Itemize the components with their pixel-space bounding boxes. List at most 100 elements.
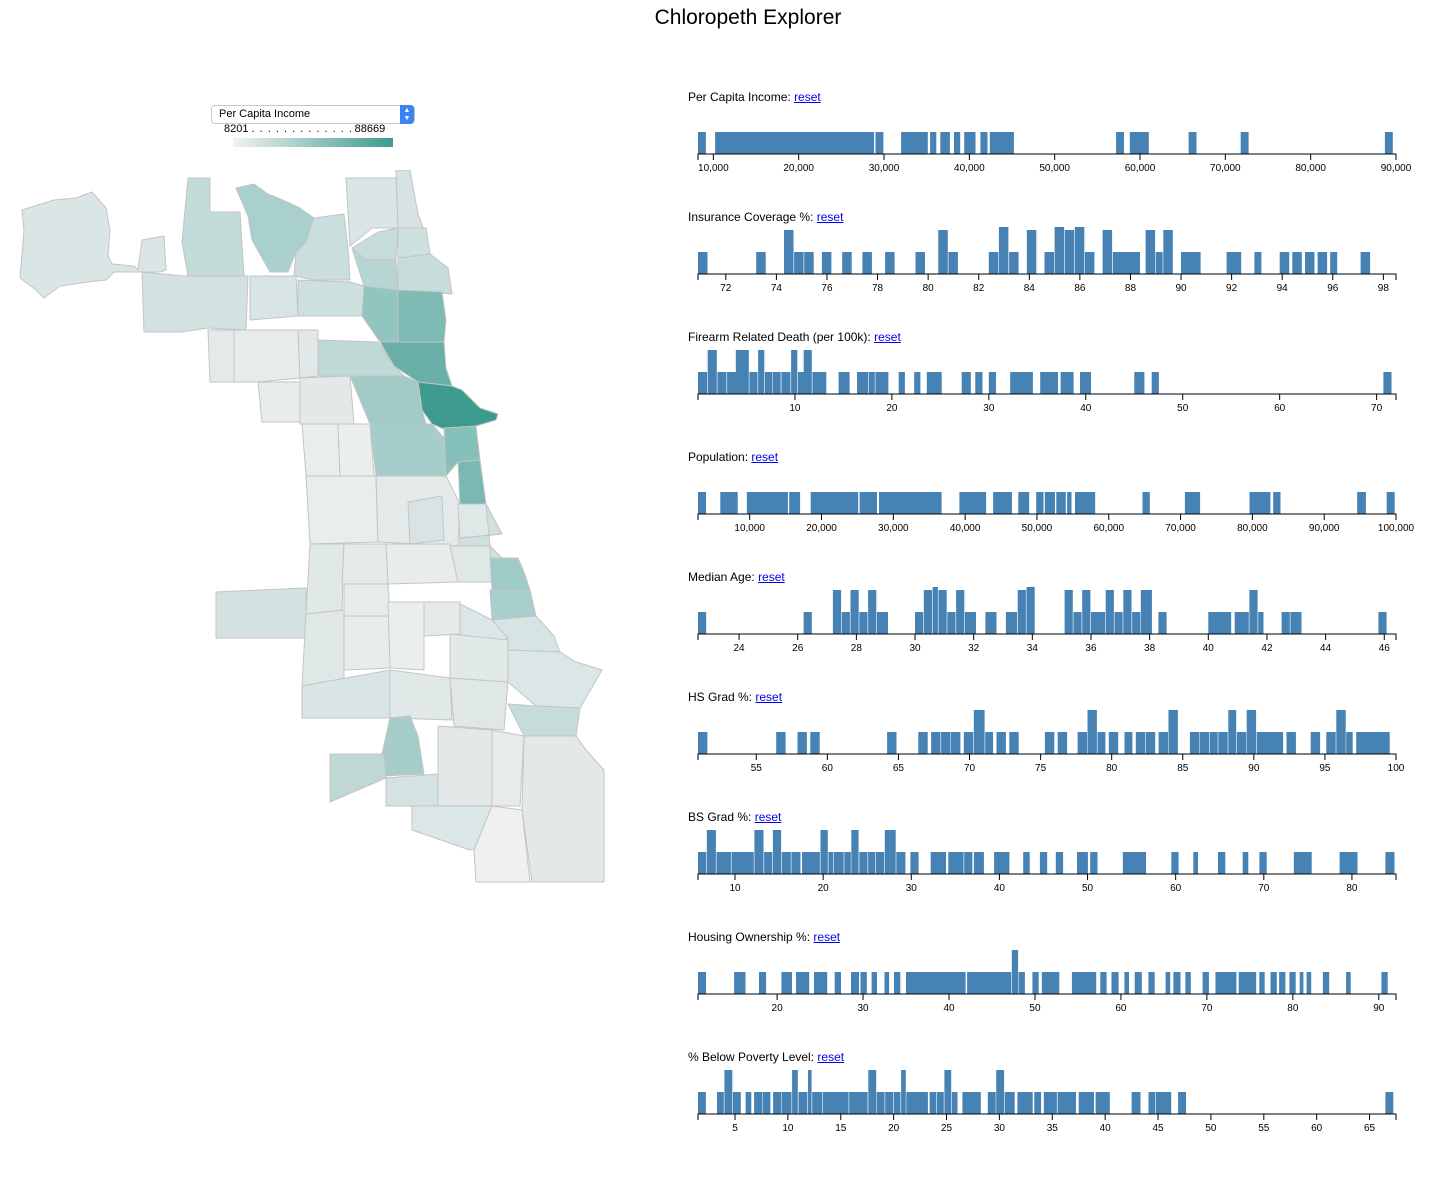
histogram-bar[interactable]	[985, 732, 994, 754]
histogram-bar[interactable]	[1075, 492, 1096, 514]
histogram-bar[interactable]	[1189, 732, 1200, 754]
histogram-bar[interactable]	[1124, 972, 1129, 994]
histogram-bar[interactable]	[1306, 972, 1312, 994]
histogram-bar[interactable]	[1095, 1092, 1110, 1114]
histogram-bar[interactable]	[1004, 1092, 1015, 1114]
map-area[interactable]	[491, 729, 525, 807]
histogram-svg[interactable]: 10,000 20,000 30,000 40,000 50,000 60,000 70,0…	[686, 464, 1415, 544]
histogram-bar[interactable]	[1259, 852, 1267, 874]
histogram-bar[interactable]	[1067, 492, 1072, 514]
histogram-bar[interactable]	[973, 710, 985, 754]
map-area[interactable]	[449, 545, 493, 583]
histogram-bar[interactable]	[735, 350, 749, 394]
map-area[interactable]	[407, 495, 445, 545]
histogram-bar[interactable]	[698, 1092, 706, 1114]
histogram-bar[interactable]	[820, 830, 828, 874]
histogram-bar[interactable]	[898, 372, 905, 394]
histogram-bar[interactable]	[1129, 132, 1149, 154]
histogram-bar[interactable]	[776, 732, 786, 754]
map-area[interactable]	[397, 289, 447, 343]
histogram-bar[interactable]	[988, 372, 996, 394]
reset-link[interactable]: reset	[817, 1050, 845, 1064]
map-area[interactable]	[361, 285, 399, 343]
histogram-bar[interactable]	[998, 227, 1009, 274]
histogram-bar[interactable]	[1185, 972, 1191, 994]
histogram-bar[interactable]	[1122, 852, 1146, 874]
histogram-bar[interactable]	[964, 852, 973, 874]
histogram-bar[interactable]	[804, 252, 814, 274]
histogram-bar[interactable]	[1116, 132, 1124, 154]
histogram-bar[interactable]	[868, 590, 877, 634]
histogram-bar[interactable]	[915, 252, 926, 274]
histogram-bar[interactable]	[884, 830, 896, 874]
histogram-bar[interactable]	[758, 350, 765, 394]
map-area[interactable]	[345, 177, 399, 247]
histogram-bar[interactable]	[781, 1092, 792, 1114]
histogram-bar[interactable]	[985, 612, 997, 634]
map-area[interactable]	[385, 773, 439, 807]
histogram-bar[interactable]	[720, 492, 738, 514]
histogram-bar[interactable]	[1290, 612, 1302, 634]
histogram-bar[interactable]	[963, 732, 974, 754]
map-area[interactable]	[233, 329, 301, 383]
histogram-bar[interactable]	[698, 252, 708, 274]
histogram-bar[interactable]	[951, 1092, 958, 1114]
histogram-bar[interactable]	[1111, 972, 1119, 994]
histogram-bar[interactable]	[1171, 852, 1179, 874]
histogram-bar[interactable]	[1010, 372, 1033, 394]
map-area[interactable]	[507, 649, 603, 709]
histogram-bar[interactable]	[803, 350, 812, 394]
histogram-svg[interactable]: 72 74 76 78 80 82 84 86 88 90 92 94 96 98	[686, 224, 1406, 304]
histogram-bar[interactable]	[724, 1070, 733, 1114]
histogram-bar[interactable]	[857, 372, 868, 394]
histogram-bar[interactable]	[987, 1092, 996, 1114]
histogram-bar[interactable]	[1097, 732, 1106, 754]
histogram-bar[interactable]	[1218, 732, 1228, 754]
histogram-bar[interactable]	[1134, 372, 1145, 394]
histogram-bar[interactable]	[1202, 972, 1209, 994]
histogram-bar[interactable]	[930, 132, 937, 154]
histogram-bar[interactable]	[764, 852, 773, 874]
histogram-bar[interactable]	[875, 372, 889, 394]
histogram-bar[interactable]	[1043, 1092, 1057, 1114]
histogram-bar[interactable]	[1339, 852, 1358, 874]
histogram-bar[interactable]	[1378, 612, 1387, 634]
histogram-bar[interactable]	[781, 972, 792, 994]
histogram-bar[interactable]	[1293, 852, 1312, 874]
histogram-bar[interactable]	[698, 372, 708, 394]
histogram-bar[interactable]	[915, 612, 924, 634]
histogram-bar[interactable]	[838, 372, 850, 394]
histogram-bar[interactable]	[1090, 852, 1098, 874]
histogram-bar[interactable]	[762, 1092, 771, 1114]
histogram-bar[interactable]	[1112, 252, 1140, 274]
histogram-bar[interactable]	[698, 972, 706, 994]
histogram-bar[interactable]	[1193, 852, 1198, 874]
histogram-bar[interactable]	[1108, 732, 1119, 754]
histogram-bar[interactable]	[996, 1070, 1005, 1114]
histogram-bar[interactable]	[1145, 732, 1156, 754]
histogram-bar[interactable]	[1060, 372, 1074, 394]
histogram-bar[interactable]	[875, 132, 884, 154]
histogram-bar[interactable]	[1102, 230, 1113, 274]
histogram-bar[interactable]	[906, 1092, 928, 1114]
histogram-bar[interactable]	[759, 972, 767, 994]
histogram-bar[interactable]	[756, 252, 766, 274]
histogram-bar[interactable]	[1132, 612, 1141, 634]
histogram-bar[interactable]	[1148, 1092, 1156, 1114]
map-area[interactable]	[385, 543, 459, 585]
map-area[interactable]	[489, 557, 531, 591]
histogram-bar[interactable]	[834, 972, 841, 994]
histogram-bar[interactable]	[1218, 852, 1226, 874]
histogram-bar[interactable]	[1074, 227, 1085, 274]
histogram-bar[interactable]	[1084, 252, 1095, 274]
histogram-bar[interactable]	[876, 1092, 885, 1114]
histogram-bar[interactable]	[1082, 590, 1091, 634]
histogram-bar[interactable]	[980, 132, 988, 154]
histogram-bar[interactable]	[792, 1070, 798, 1114]
histogram-bar[interactable]	[698, 732, 708, 754]
histogram-bar[interactable]	[1215, 972, 1237, 994]
histogram-bar[interactable]	[1091, 612, 1106, 634]
histogram-bar[interactable]	[1032, 972, 1039, 994]
histogram-bar[interactable]	[1009, 732, 1019, 754]
histogram-bar[interactable]	[1238, 972, 1257, 994]
